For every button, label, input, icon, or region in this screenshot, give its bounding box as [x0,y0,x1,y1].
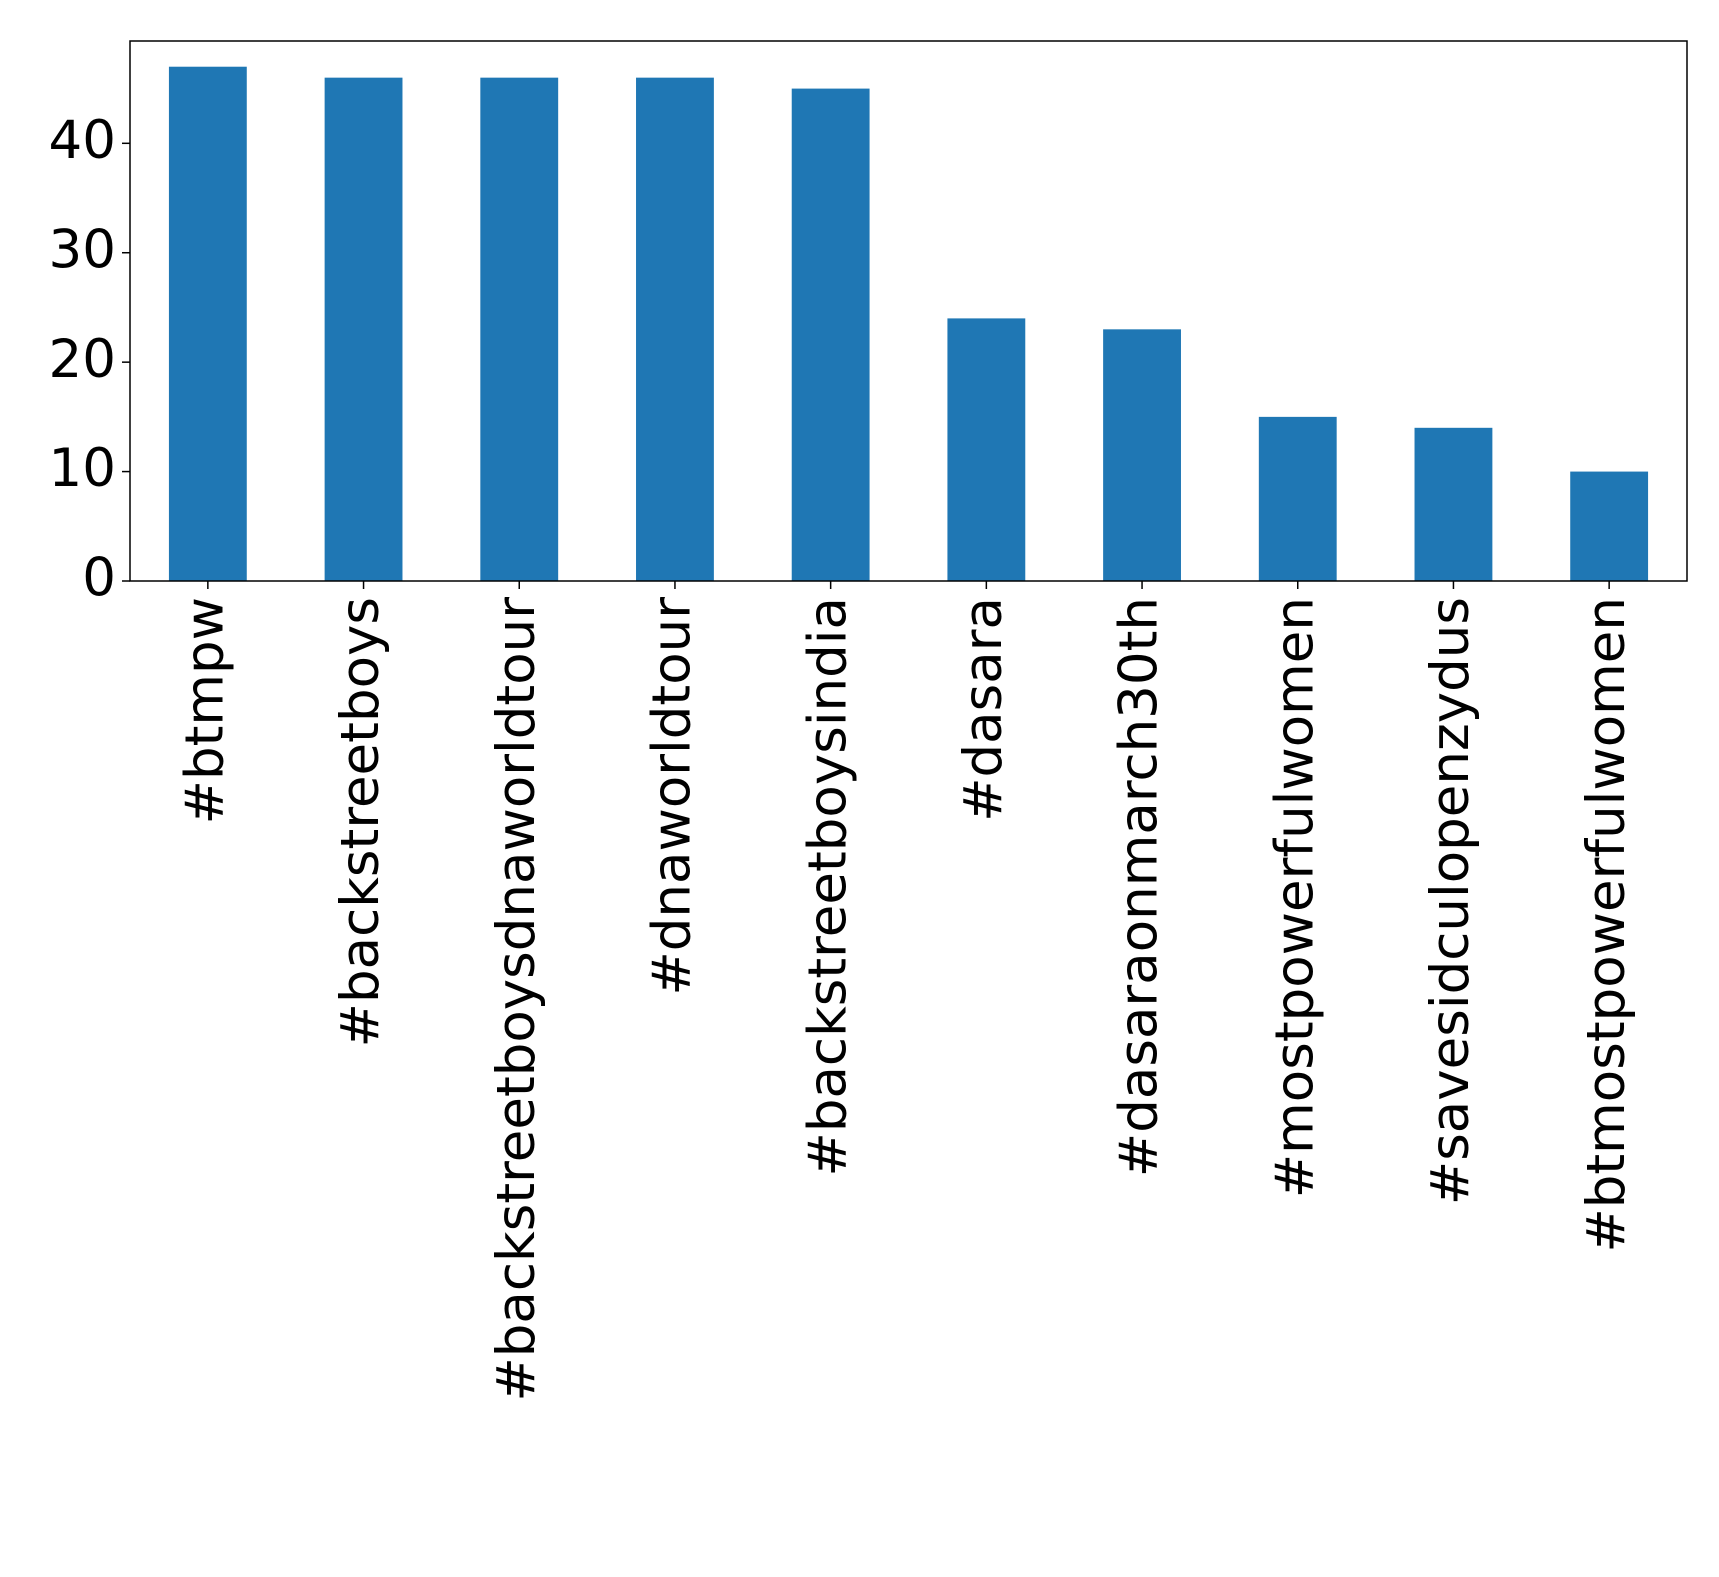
x-tick-label: #dasara [953,597,1014,822]
x-tick-label: #savesidculopenzydus [1420,597,1481,1205]
bar [636,77,714,582]
bar [1570,471,1649,581]
y-tick-label: 0 [82,548,116,609]
bar [947,318,1026,581]
y-tick-label: 10 [49,438,116,499]
x-tick-label: #btmostpowerfulwomen [1576,597,1637,1253]
x-tick-label: #dasaraonmarch30th [1109,597,1170,1177]
bar [1258,416,1337,581]
x-tick-label: #btmpw [174,597,235,824]
bar [324,77,403,582]
bar [168,66,247,581]
x-tick-label: #backstreetboys [330,597,391,1047]
y-tick-label: 30 [49,219,116,280]
bar [1414,427,1493,581]
y-tick-label: 20 [49,329,116,390]
x-tick-label: #backstreetboysdnaworldtour [486,597,547,1402]
x-tick-label: #mostpowerfulwomen [1264,597,1325,1198]
bar [1103,329,1181,581]
bar [480,77,559,582]
x-tick-label: #dnaworldtour [642,597,703,996]
y-tick-label: 40 [49,110,116,171]
bar [791,88,870,581]
plot-frame [129,40,1688,582]
x-tick-label: #backstreetboysindia [797,597,858,1177]
